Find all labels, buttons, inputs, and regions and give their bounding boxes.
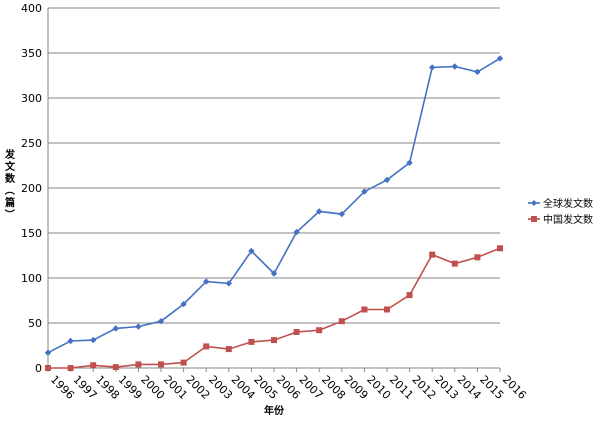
data-point — [203, 278, 210, 285]
data-point — [44, 349, 52, 356]
data-point — [497, 245, 503, 252]
data-point — [45, 365, 51, 371]
series-line — [48, 247, 501, 369]
data-point — [338, 318, 345, 325]
y-tick-label: 250 — [21, 137, 42, 150]
legend-label: 中国发文数 — [543, 213, 593, 226]
x-tick-label: 2007 — [296, 373, 325, 402]
data-point — [67, 337, 74, 345]
data-point — [406, 159, 413, 166]
x-tick-label: 2013 — [432, 373, 461, 402]
series-group — [44, 55, 504, 371]
x-tick-label: 2011 — [387, 373, 416, 402]
data-point — [271, 337, 277, 344]
x-tick-label: 1999 — [116, 373, 145, 402]
data-point — [157, 318, 165, 325]
x-tick-label: 1998 — [93, 373, 122, 402]
data-point — [451, 63, 458, 70]
x-tick-label: 2005 — [251, 373, 280, 402]
y-tick-labels: 0 50 100 150 200 250 300 350 400 — [21, 2, 42, 375]
data-point — [203, 343, 210, 350]
series-line — [47, 57, 501, 354]
data-point — [451, 260, 458, 267]
x-axis-title: 年份 — [264, 404, 285, 417]
data-point — [180, 300, 187, 308]
data-point — [316, 208, 323, 215]
gridlines — [48, 7, 500, 324]
x-tick-label: 2014 — [455, 373, 484, 402]
x-tick-label: 2009 — [342, 373, 371, 402]
x-tick-label: 1996 — [48, 373, 77, 402]
legend-marker — [531, 216, 537, 222]
data-point — [429, 64, 436, 71]
data-point — [384, 306, 390, 313]
y-tick-label: 400 — [21, 2, 42, 15]
data-point — [112, 364, 119, 371]
data-point — [90, 362, 97, 369]
data-point — [135, 323, 142, 330]
y-tick-label: 350 — [21, 47, 42, 60]
y-axis-title-char: ） — [3, 209, 16, 219]
legend-marker — [531, 200, 537, 206]
data-point — [293, 329, 300, 335]
x-tick-labels: 1996199719981999200020012002200320042005… — [47, 368, 529, 402]
data-point — [248, 247, 255, 255]
x-tick-label: 2015 — [477, 373, 506, 402]
x-tick-label: 2010 — [364, 373, 393, 402]
data-point — [293, 228, 300, 236]
data-point — [158, 361, 164, 368]
x-tick-label: 2006 — [274, 373, 303, 402]
x-tick-label: 1997 — [70, 373, 99, 402]
legend-label: 全球发文数 — [543, 197, 593, 210]
data-point — [180, 359, 187, 366]
x-tick-label: 2016 — [500, 373, 529, 402]
data-point — [316, 327, 323, 334]
data-point — [90, 336, 97, 344]
data-point — [135, 361, 142, 368]
data-point — [112, 325, 119, 332]
data-point — [225, 280, 232, 287]
x-tick-label: 2008 — [319, 373, 348, 402]
y-axis-title-char: 文 — [5, 160, 16, 173]
data-point — [361, 188, 368, 195]
data-point — [406, 292, 413, 299]
x-tick-label: 2003 — [206, 373, 235, 402]
y-axis-title-char: （ — [3, 185, 16, 195]
y-axis-title-char: 发 — [4, 148, 16, 161]
x-tick-label: 2012 — [409, 373, 438, 402]
data-point — [248, 338, 255, 345]
data-point — [361, 306, 368, 313]
data-point — [429, 251, 436, 258]
data-point — [474, 68, 481, 76]
data-point — [338, 210, 345, 218]
y-axis-title-char: 数 — [5, 172, 16, 185]
data-point — [67, 365, 74, 371]
y-axis-title-char: 篇 — [4, 196, 15, 209]
y-tick-label: 50 — [28, 317, 42, 330]
x-tick-label: 2002 — [183, 373, 212, 402]
x-tick-label: 2001 — [161, 373, 190, 402]
data-point — [225, 346, 232, 353]
y-tick-label: 200 — [21, 182, 42, 195]
y-tick-label: 300 — [21, 92, 42, 105]
data-point — [496, 55, 504, 62]
data-point — [270, 270, 278, 277]
data-point — [383, 176, 391, 184]
y-tick-label: 0 — [35, 362, 42, 375]
y-tick-label: 150 — [21, 227, 42, 240]
y-axis-title: 发文数（篇） — [3, 148, 16, 219]
y-tick-label: 100 — [21, 272, 42, 285]
data-point — [474, 254, 481, 261]
x-tick-label: 2004 — [229, 373, 258, 402]
x-tick-label: 2000 — [138, 373, 167, 402]
